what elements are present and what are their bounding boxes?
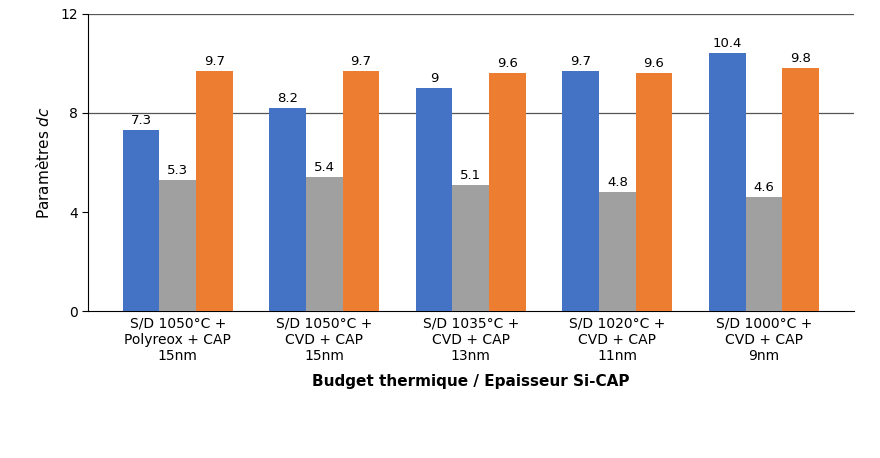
Bar xyxy=(269,108,306,311)
Text: 9.6: 9.6 xyxy=(497,57,517,71)
Bar xyxy=(196,71,232,311)
Bar xyxy=(306,178,342,311)
Bar xyxy=(599,192,635,311)
Text: 8.2: 8.2 xyxy=(277,92,298,105)
Bar xyxy=(635,73,672,311)
Text: 5.3: 5.3 xyxy=(167,164,188,177)
X-axis label: Budget thermique / Epaisseur Si-CAP: Budget thermique / Epaisseur Si-CAP xyxy=(312,374,629,389)
Text: 10.4: 10.4 xyxy=(713,38,742,50)
Text: 9.8: 9.8 xyxy=(790,52,811,65)
Text: 9.6: 9.6 xyxy=(643,57,664,71)
Bar xyxy=(123,131,159,311)
Bar xyxy=(416,88,452,311)
Bar xyxy=(489,73,525,311)
Text: 9: 9 xyxy=(430,72,438,85)
Bar xyxy=(782,68,818,311)
Text: 4.8: 4.8 xyxy=(607,176,627,190)
Bar xyxy=(159,180,196,311)
Bar xyxy=(709,54,745,311)
Text: 5.1: 5.1 xyxy=(460,169,481,182)
Text: 9.7: 9.7 xyxy=(570,55,591,68)
Bar xyxy=(562,71,599,311)
Y-axis label: Paramètres $dc$: Paramètres $dc$ xyxy=(34,106,52,219)
Bar xyxy=(745,197,782,311)
Text: 9.7: 9.7 xyxy=(350,55,371,68)
Bar xyxy=(452,185,489,311)
Text: 4.6: 4.6 xyxy=(753,181,774,194)
Text: 5.4: 5.4 xyxy=(314,162,334,174)
Text: 9.7: 9.7 xyxy=(204,55,225,68)
Text: 7.3: 7.3 xyxy=(130,114,151,127)
Bar xyxy=(342,71,379,311)
